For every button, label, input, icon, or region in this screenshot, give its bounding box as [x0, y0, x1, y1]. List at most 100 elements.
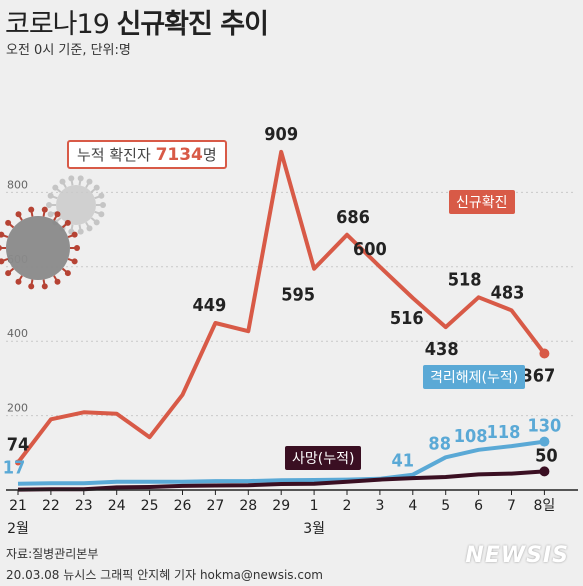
virus-spike-tip	[71, 231, 78, 238]
virus-spike-tip	[100, 202, 106, 208]
series-line-1	[17, 439, 545, 486]
virus-spike-tip	[86, 225, 93, 232]
virus-spike-tip	[86, 178, 93, 185]
data-label: 108	[454, 426, 488, 447]
virus-spike-tip	[64, 270, 71, 277]
y-tick-label: 800	[7, 178, 28, 191]
virus-body	[6, 216, 70, 280]
cumulative-cases-box: 누적 확진자 7134명	[67, 140, 227, 169]
x-tick-label: 29	[272, 498, 290, 514]
virus-spike-tip	[98, 211, 105, 218]
x-tick-label: 28	[239, 498, 257, 514]
virus-icon	[0, 206, 80, 290]
chart-subtitle: 오전 0시 기준, 단위:명	[6, 43, 131, 58]
virus-spike-tip	[5, 219, 12, 226]
source-note: 자료:질병관리본부	[6, 547, 99, 561]
legend-tag-deaths: 사망(누적)	[285, 446, 362, 470]
title-part-2: 신규확진 추이	[116, 9, 268, 40]
x-tick-label: 3	[375, 498, 384, 514]
series-end-marker-1	[539, 436, 550, 447]
y-tick-label: 400	[7, 327, 28, 340]
legend-tag-new-cases: 신규확진	[449, 190, 515, 214]
data-label: 74	[7, 434, 30, 455]
virus-spike-tip	[28, 206, 35, 213]
month-label: 2월	[7, 521, 29, 537]
virus-spike-tip	[74, 245, 80, 251]
virus-body	[56, 185, 96, 225]
x-tick-label: 27	[206, 498, 224, 514]
virus-spike-tip	[28, 283, 35, 290]
series-end-marker-0	[539, 348, 550, 359]
virus-spike-tip	[41, 283, 48, 290]
x-tick-label: 22	[42, 498, 60, 514]
x-tick-label: 21	[9, 498, 27, 514]
data-label: 88	[428, 433, 451, 454]
cumulative-prefix: 누적 확진자	[77, 146, 151, 164]
data-label: 686	[336, 207, 370, 228]
x-tick-label: 26	[174, 498, 192, 514]
data-label: 600	[353, 239, 387, 260]
virus-spike-tip	[0, 245, 2, 251]
title-part-1: 코로나19	[5, 9, 110, 40]
data-label: 909	[264, 124, 298, 145]
month-label: 3월	[303, 521, 325, 537]
virus-spike-tip	[46, 202, 52, 208]
virus-spike-tip	[59, 178, 66, 185]
virus-spike-tip	[47, 211, 54, 218]
cumulative-value: 7134	[155, 145, 203, 165]
data-label: 118	[487, 422, 521, 443]
x-tick-label: 8일	[534, 498, 556, 514]
virus-spike-tip	[54, 278, 61, 285]
virus-spike-tip	[93, 219, 100, 226]
data-label: 483	[491, 282, 525, 303]
series-start-marker	[15, 459, 21, 466]
data-label: 17	[3, 458, 26, 479]
data-label: 438	[425, 339, 459, 360]
virus-spike-tip	[0, 231, 5, 238]
x-tick-label: 7	[507, 498, 516, 514]
x-tick-label: 23	[75, 498, 93, 514]
virus-spike-tip	[64, 219, 71, 226]
virus-spike-tip	[98, 192, 105, 199]
virus-spike-tip	[0, 258, 5, 265]
virus-spike-tip	[52, 184, 59, 191]
data-label: 449	[192, 295, 226, 316]
x-tick-label: 24	[108, 498, 126, 514]
legend-tag-recovered: 격리해제(누적)	[423, 365, 526, 389]
x-tick-label: 2	[343, 498, 352, 514]
data-label: 367	[521, 365, 555, 386]
data-label: 516	[390, 308, 424, 329]
x-tick-label: 1	[310, 498, 319, 514]
virus-spike-tip	[15, 278, 22, 285]
series-line-2	[17, 469, 545, 492]
series-markers	[15, 348, 550, 477]
virus-spike-tip	[71, 258, 78, 265]
virus-spike-tip	[93, 184, 100, 191]
x-tick-label: 5	[441, 498, 450, 514]
x-tick-label: 25	[141, 498, 159, 514]
cumulative-suffix: 명	[202, 146, 217, 164]
virus-illustration	[0, 175, 106, 290]
x-tick-label: 6	[474, 498, 483, 514]
data-label: 130	[527, 416, 561, 437]
data-label: 595	[281, 285, 315, 306]
chart-title: 코로나19 신규확진 추이	[5, 2, 269, 41]
virus-spike-tip	[5, 270, 12, 277]
series-end-marker-2	[539, 466, 550, 477]
series-line-0	[16, 149, 546, 464]
x-tick-label: 4	[408, 498, 417, 514]
virus-spike-tip	[68, 175, 75, 182]
series-lines	[16, 149, 546, 492]
virus-spike-tip	[54, 211, 61, 218]
data-label: 518	[448, 269, 482, 290]
credit-line: 20.03.08 뉴시스 그래픽 안지혜 기자 hokma@newsis.com	[6, 568, 323, 582]
virus-spike-tip	[77, 175, 84, 182]
data-label: 41	[392, 451, 415, 472]
y-tick-label: 200	[7, 402, 28, 415]
newsis-logo: NEWSIS	[465, 543, 569, 568]
virus-spike-tip	[47, 192, 54, 199]
